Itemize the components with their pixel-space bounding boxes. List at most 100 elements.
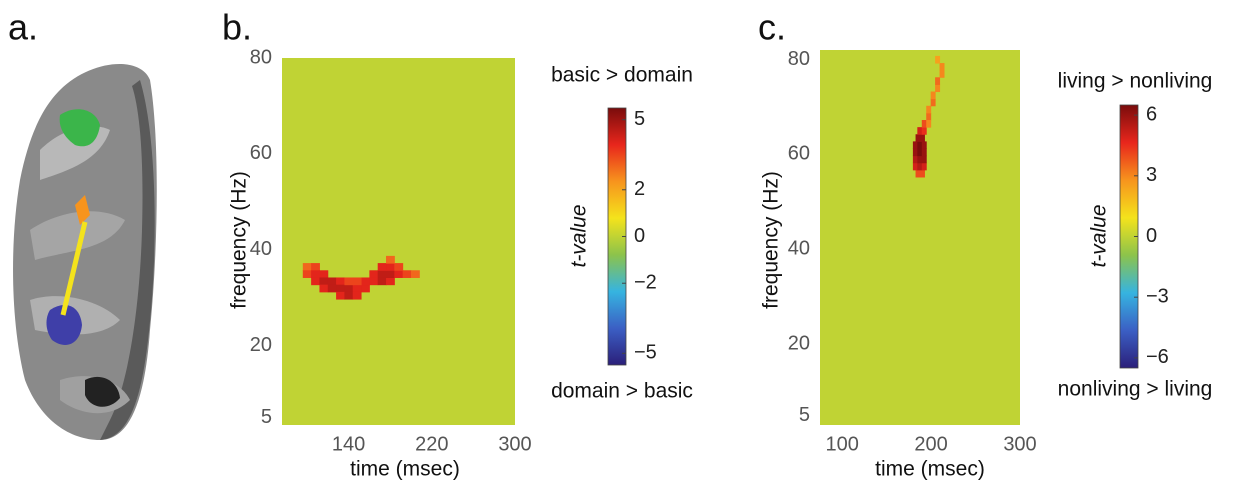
heat-cell (361, 277, 370, 286)
heat-cell (336, 291, 345, 300)
colorbar-tick-label: −2 (634, 272, 657, 294)
panel-label: b. (222, 7, 252, 48)
colorbar-tick-label: 6 (1146, 103, 1157, 125)
heat-cell (344, 291, 354, 300)
heat-cell (344, 284, 354, 293)
colorbar-top-label: living > nonliving (1058, 70, 1213, 93)
x-tick-label: 140 (332, 433, 365, 455)
colorbar-tick-label: −5 (634, 342, 657, 364)
heat-cell (377, 270, 387, 278)
panel-label: c. (758, 7, 786, 48)
heat-cell (921, 155, 927, 164)
heat-cell (319, 270, 329, 278)
colorbar-tick-label: 0 (634, 225, 645, 247)
heat-cell (319, 277, 329, 286)
brain-illustration (13, 63, 157, 441)
heat-cell (319, 284, 329, 293)
heat-cell (926, 105, 932, 114)
colorbar-tick-label: −3 (1146, 285, 1169, 307)
heat-cell (921, 127, 927, 135)
heat-cell (930, 98, 936, 107)
heat-cell (394, 270, 404, 278)
heat-cell (394, 263, 404, 271)
heat-cell (935, 55, 941, 64)
heat-cell (311, 270, 320, 278)
x-axis-label: time (msec) (875, 458, 985, 481)
heat-cell (926, 112, 932, 121)
y-tick-label: 60 (788, 143, 810, 165)
plot-background (282, 58, 515, 425)
heat-cell (344, 277, 354, 286)
colorbar-tick-label: 5 (634, 108, 645, 130)
heat-cell (352, 284, 362, 293)
heat-cell (327, 284, 337, 293)
colorbar-title: t-value (568, 204, 591, 267)
y-tick-label: 80 (788, 48, 810, 70)
heat-cell (912, 162, 918, 171)
y-tick-label: 80 (250, 46, 272, 68)
heat-cell (917, 127, 923, 135)
heat-cell (915, 169, 921, 178)
heat-cell (386, 263, 395, 271)
colorbar-top-label: basic > domain (551, 64, 693, 87)
y-axis-label: frequency (Hz) (228, 171, 251, 309)
heat-cell (912, 155, 918, 164)
colorbar-bottom-label: nonliving > living (1058, 378, 1213, 401)
heat-cell (402, 270, 412, 278)
heat-cell (336, 284, 345, 293)
y-tick-label: 5 (261, 406, 272, 428)
heat-cell (386, 277, 395, 286)
colorbar-tick-label: 3 (1146, 164, 1157, 186)
heat-cell (917, 155, 923, 164)
heat-cell (386, 255, 395, 264)
heat-cell (369, 270, 379, 278)
heat-cell (920, 169, 925, 178)
heat-cell (935, 77, 941, 85)
heat-cell (921, 141, 927, 149)
colorbar-tick-label: 0 (1146, 225, 1157, 247)
heat-cell (921, 148, 927, 157)
heat-cell (920, 134, 925, 142)
y-tick-label: 20 (250, 334, 272, 356)
y-axis-label: frequency (Hz) (760, 171, 783, 309)
heat-cell (917, 162, 923, 171)
colorbar-bottom-label: domain > basic (551, 380, 693, 403)
heat-cell (311, 263, 320, 271)
heat-cell (336, 277, 345, 286)
heat-cell (921, 162, 927, 171)
heat-cell (410, 270, 420, 278)
heat-cell (352, 277, 362, 286)
x-tick-label: 200 (914, 433, 947, 455)
heat-cell (327, 277, 337, 286)
heat-cell (921, 120, 927, 128)
heat-cell (352, 291, 362, 300)
heat-cell (939, 70, 945, 78)
heat-cell (377, 277, 387, 286)
heat-cell (915, 134, 921, 142)
colorbar-title: t-value (1088, 204, 1111, 267)
y-tick-label: 60 (250, 142, 272, 164)
y-tick-label: 40 (788, 238, 810, 260)
heat-cell (917, 141, 923, 149)
heat-cell (917, 148, 923, 157)
colorbar-tick-label: −6 (1146, 346, 1169, 368)
heat-cell (912, 148, 918, 157)
plot-background (820, 50, 1020, 425)
colorbar-tick-label: 2 (634, 178, 645, 200)
heat-cell (302, 270, 312, 278)
heat-cell (930, 91, 936, 100)
x-tick-label: 300 (1003, 433, 1036, 455)
heat-cell (935, 84, 941, 93)
heat-cell (926, 120, 932, 128)
heat-cell (361, 284, 370, 293)
x-axis-label: time (msec) (350, 458, 460, 481)
heat-cell (386, 270, 395, 278)
heat-cell (939, 63, 945, 71)
y-tick-label: 5 (799, 404, 810, 426)
heat-cell (311, 277, 320, 286)
panel-label: a. (8, 7, 38, 48)
heat-cell (302, 263, 312, 271)
y-tick-label: 20 (788, 333, 810, 355)
heat-cell (912, 141, 918, 149)
